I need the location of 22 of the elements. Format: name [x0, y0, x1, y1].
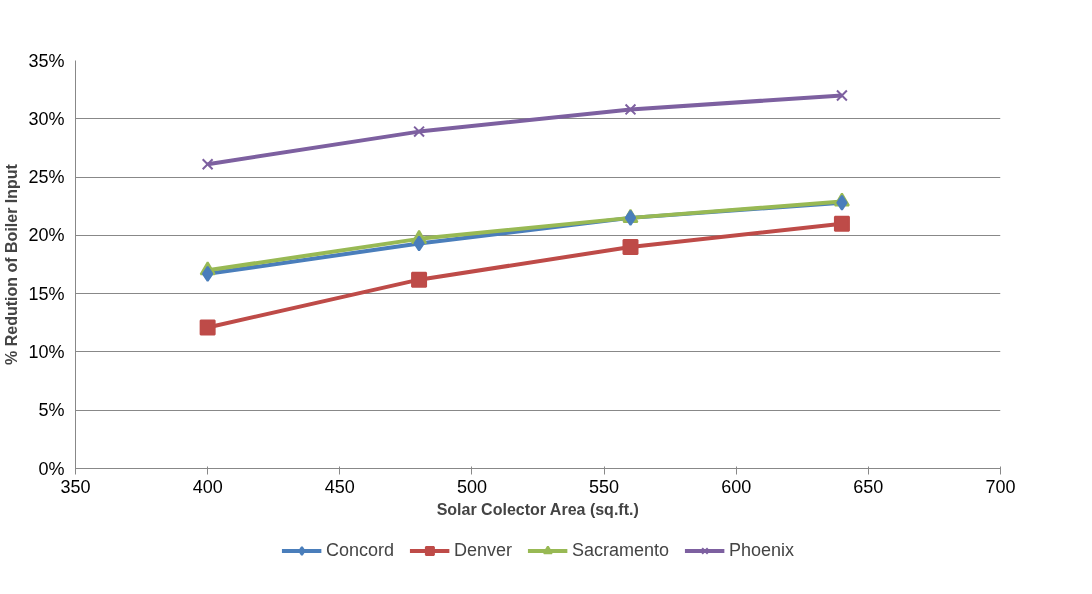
- x-tick-label: 450: [324, 476, 355, 497]
- legend-label: Concord: [325, 539, 394, 561]
- legend-label: Phoenix: [729, 539, 795, 561]
- y-tick-label: 0%: [38, 458, 65, 479]
- y-axis-title: % Redution of Boiler Input: [3, 163, 21, 365]
- x-tick-label: 350: [60, 476, 91, 497]
- y-tick-label: 20%: [28, 225, 65, 246]
- x-tick-label: 650: [853, 476, 884, 497]
- y-tick-label: 30%: [28, 108, 65, 129]
- y-tick-label: 35%: [28, 50, 65, 71]
- x-axis-title: Solar Colector Area (sq.ft.): [436, 500, 639, 518]
- x-tick-label: 700: [985, 476, 1016, 497]
- y-tick-label: 10%: [28, 341, 65, 362]
- x-tick-label: 600: [721, 476, 752, 497]
- x-tick-label: 400: [192, 476, 223, 497]
- y-tick-label: 15%: [28, 283, 65, 304]
- x-tick-label: 550: [589, 476, 620, 497]
- legend-label: Sacramento: [571, 539, 670, 561]
- x-tick-label: 500: [456, 476, 487, 497]
- legend-label: Denver: [453, 539, 512, 561]
- y-tick-label: 5%: [38, 400, 65, 421]
- y-tick-label: 25%: [28, 167, 65, 188]
